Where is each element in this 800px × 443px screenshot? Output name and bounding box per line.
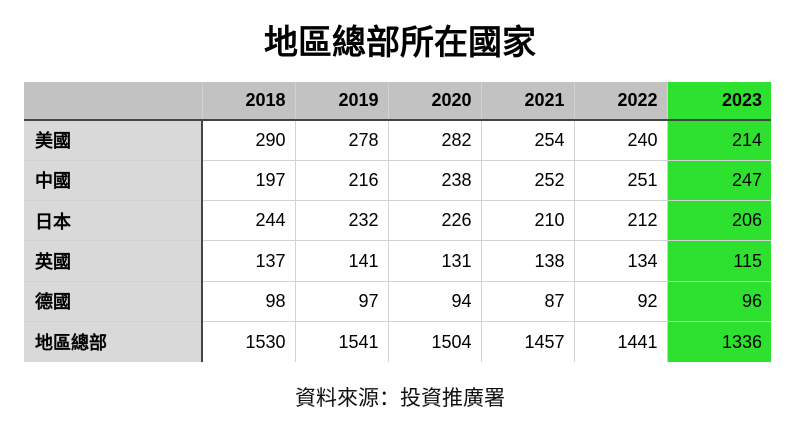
value-cell: 232: [294, 200, 388, 241]
value-cell: 210: [480, 200, 574, 241]
value-cell: 290: [201, 119, 295, 161]
table-body: 美國 290 278 282 254 240 214 中國 197 216 238 252 251 247…: [24, 119, 771, 362]
header-row: 2018 2019 2020 2021 2022 2023: [24, 82, 771, 121]
value-cell: 98: [201, 280, 295, 322]
value-cell: 247: [666, 159, 771, 201]
value-cell: 97: [294, 280, 388, 322]
row-label-cell: 日本: [24, 200, 203, 241]
value-cell: 1530: [201, 321, 295, 362]
year-header-cell: 2023: [666, 82, 771, 121]
year-header-cell: 2020: [387, 82, 481, 121]
value-cell: 96: [666, 280, 771, 322]
value-cell: 238: [387, 159, 481, 201]
value-cell: 252: [480, 159, 574, 201]
value-cell: 115: [666, 240, 771, 282]
value-cell: 226: [387, 200, 481, 241]
table-row: 地區總部 1530 1541 1504 1457 1441 1336: [24, 321, 771, 362]
table-row: 日本 244 232 226 210 212 206: [24, 200, 771, 241]
value-cell: 206: [666, 200, 771, 241]
table-row: 中國 197 216 238 252 251 247: [24, 159, 771, 201]
table-row: 美國 290 278 282 254 240 214: [24, 119, 771, 161]
year-header-cell: 2022: [573, 82, 667, 121]
value-cell: 240: [573, 119, 667, 161]
value-cell: 1336: [666, 321, 771, 362]
value-cell: 137: [201, 240, 295, 282]
row-label-cell: 中國: [24, 159, 203, 201]
value-cell: 1541: [294, 321, 388, 362]
value-cell: 138: [480, 240, 574, 282]
value-cell: 216: [294, 159, 388, 201]
row-label-cell: 德國: [24, 280, 203, 322]
value-cell: 278: [294, 119, 388, 161]
table-row: 英國 137 141 131 138 134 115: [24, 240, 771, 282]
page-title: 地區總部所在國家: [264, 24, 536, 62]
table-header: 2018 2019 2020 2021 2022 2023: [24, 82, 771, 121]
value-cell: 214: [666, 119, 771, 161]
regional-hq-table: 2018 2019 2020 2021 2022 2023 美國 290 278 282 254 2…: [24, 82, 771, 362]
year-header-cell: 2019: [294, 82, 388, 121]
value-cell: 197: [201, 159, 295, 201]
value-cell: 1504: [387, 321, 481, 362]
source-note: 資料來源：投資推廣署: [295, 387, 505, 410]
corner-cell: [24, 82, 203, 121]
value-cell: 254: [480, 119, 574, 161]
row-label-cell: 地區總部: [24, 321, 203, 362]
value-cell: 131: [387, 240, 481, 282]
value-cell: 92: [573, 280, 667, 322]
value-cell: 87: [480, 280, 574, 322]
value-cell: 134: [573, 240, 667, 282]
value-cell: 94: [387, 280, 481, 322]
row-label-cell: 美國: [24, 119, 203, 161]
table-row: 德國 98 97 94 87 92 96: [24, 280, 771, 322]
year-header-cell: 2018: [201, 82, 295, 121]
value-cell: 212: [573, 200, 667, 241]
value-cell: 141: [294, 240, 388, 282]
value-cell: 244: [201, 200, 295, 241]
value-cell: 1457: [480, 321, 574, 362]
value-cell: 1441: [573, 321, 667, 362]
value-cell: 251: [573, 159, 667, 201]
row-label-cell: 英國: [24, 240, 203, 282]
value-cell: 282: [387, 119, 481, 161]
year-header-cell: 2021: [480, 82, 574, 121]
